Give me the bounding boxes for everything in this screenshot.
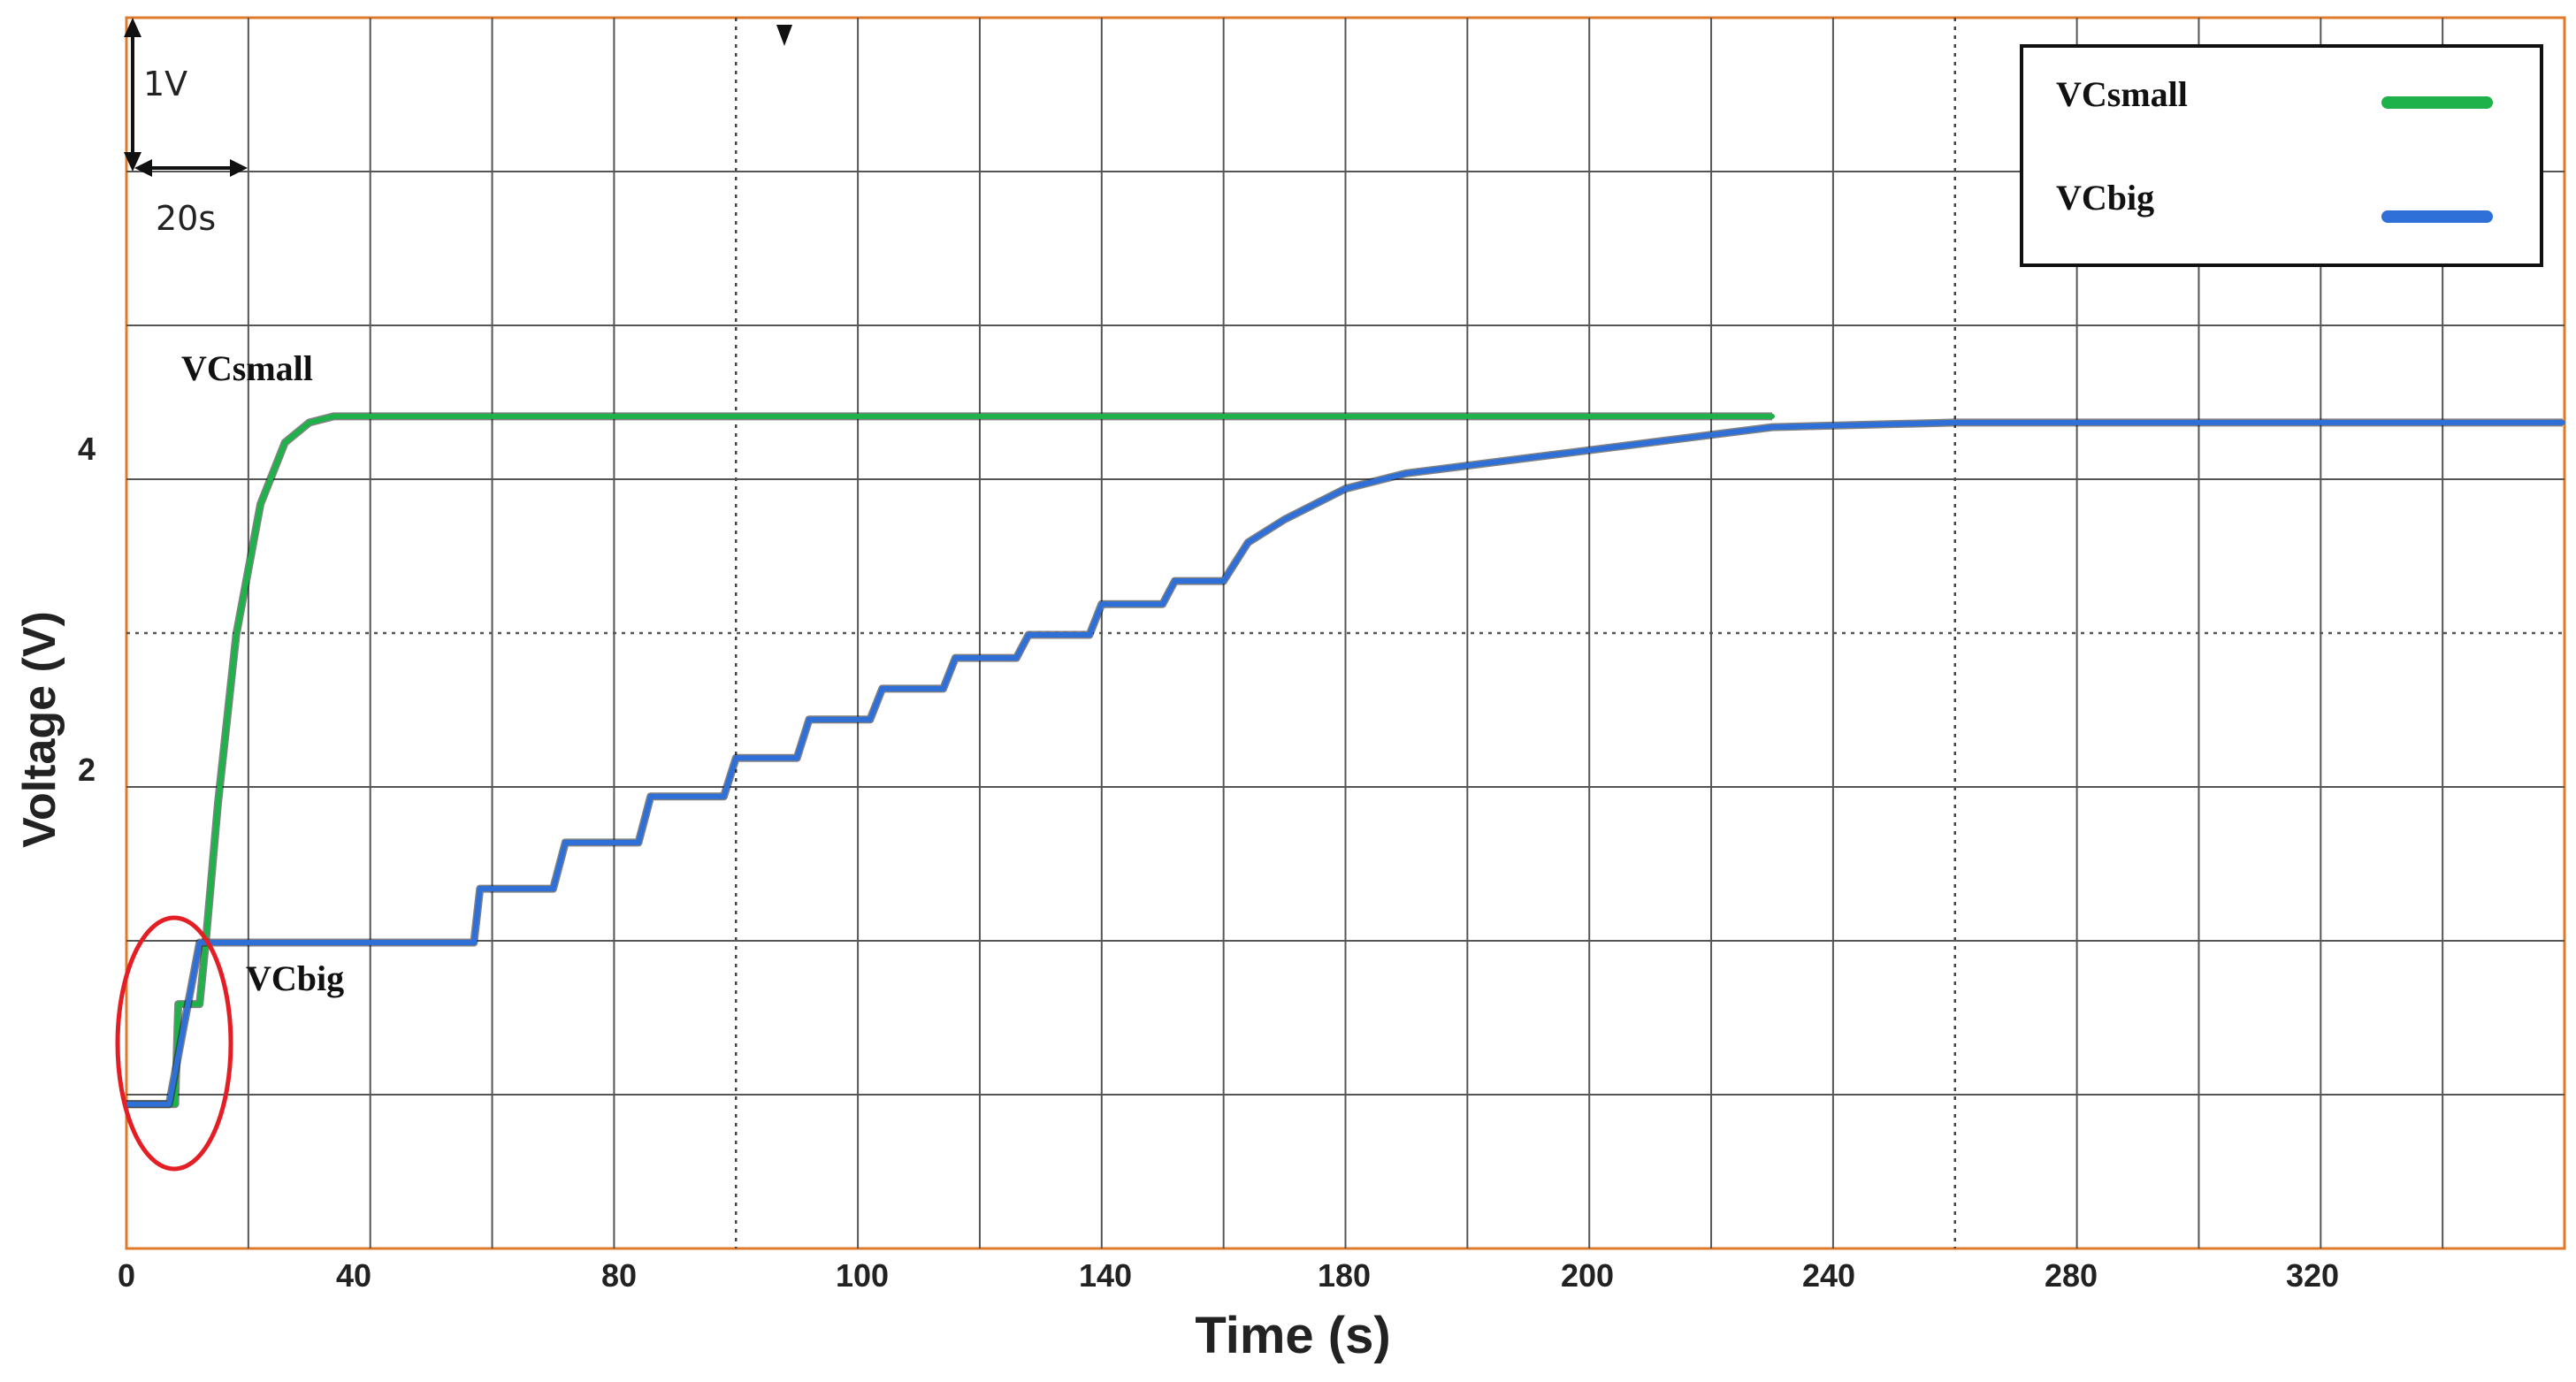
data-point — [1172, 578, 1178, 584]
data-point — [636, 839, 641, 845]
data-point — [175, 1001, 181, 1007]
series-layer — [124, 412, 2565, 1109]
data-point — [331, 413, 337, 419]
voltage-scale-arrow-head-top — [124, 18, 141, 37]
data-point — [647, 793, 654, 799]
x-tick-label: 240 — [1802, 1257, 1855, 1294]
time-scale-arrow-head-left — [134, 159, 152, 177]
data-point — [1098, 601, 1105, 607]
data-point — [1525, 454, 1532, 461]
x-tick-label: 0 — [118, 1257, 135, 1294]
y-tick-label: 2 — [78, 752, 96, 788]
data-point — [477, 886, 483, 892]
highlight-ellipse — [115, 915, 233, 1172]
data-point — [196, 1001, 203, 1007]
y-tick-label: 4 — [78, 431, 96, 467]
data-point — [879, 685, 885, 691]
legend-label-vcbig: VCbig — [2056, 178, 2154, 218]
data-point — [367, 413, 373, 419]
data-point — [1159, 601, 1166, 607]
data-point — [733, 755, 739, 761]
annotation-vcbig: VCbig — [246, 958, 344, 998]
x-axis-label: Time (s) — [1195, 1307, 1390, 1364]
data-point — [611, 413, 617, 419]
data-point — [306, 419, 312, 425]
data-point — [1013, 655, 1020, 661]
data-point — [1647, 439, 1654, 446]
data-point — [196, 940, 203, 945]
time-scale-label: 20s — [156, 199, 216, 238]
data-point — [166, 1101, 172, 1107]
x-tick-label: 100 — [836, 1257, 889, 1294]
data-point — [952, 655, 959, 661]
data-point — [721, 793, 727, 799]
data-point — [257, 501, 264, 508]
data-point — [1586, 413, 1593, 419]
data-point — [1770, 413, 1775, 419]
data-point — [1281, 516, 1288, 523]
time-scale-arrow-head-right — [230, 159, 248, 177]
data-point — [562, 839, 569, 845]
data-point — [806, 716, 812, 722]
data-point — [1342, 485, 1349, 492]
y-axis-label: Voltage (V) — [14, 611, 65, 848]
scale-indicator: 1V 20s — [124, 18, 248, 238]
data-point — [282, 439, 288, 446]
data-point — [172, 1101, 179, 1107]
x-tick-label: 200 — [1561, 1257, 1614, 1294]
annotation-vcsmall: VCsmall — [181, 348, 313, 388]
data-point — [794, 755, 800, 761]
data-point — [867, 716, 873, 722]
x-tick-label: 320 — [2286, 1257, 2339, 1294]
legend: VCsmall VCbig — [2020, 44, 2543, 267]
data-point — [1026, 632, 1032, 638]
trigger-marker — [776, 25, 792, 46]
data-point — [1087, 632, 1092, 638]
legend-box — [2020, 44, 2543, 267]
series-line — [126, 413, 1772, 1107]
voltage-scale-arrow-head-bottom — [124, 152, 141, 172]
data-point — [2560, 419, 2565, 425]
x-tick-label: 280 — [2045, 1257, 2098, 1294]
x-tick-label: 80 — [601, 1257, 637, 1294]
data-point — [1220, 578, 1227, 584]
data-point — [550, 886, 556, 892]
data-point — [940, 685, 946, 691]
data-point — [1403, 470, 1410, 477]
data-point — [855, 413, 861, 419]
x-tick-label: 180 — [1318, 1257, 1371, 1294]
data-point — [1952, 419, 1958, 425]
x-tick-labels: 0 40 80 100 140 180 200 240 280 320 — [118, 1257, 2339, 1294]
data-point — [233, 632, 240, 638]
series-vcbig — [124, 418, 2565, 1109]
data-point — [1098, 413, 1105, 419]
data-point — [215, 801, 221, 807]
x-tick-label: 40 — [336, 1257, 371, 1294]
data-point — [1245, 539, 1251, 546]
x-tick-label: 140 — [1079, 1257, 1132, 1294]
voltage-scale-label: 1V — [143, 65, 187, 103]
data-point — [1770, 424, 1775, 431]
data-point — [1342, 413, 1349, 419]
data-point — [470, 940, 477, 945]
legend-label-vcsmall: VCsmall — [2056, 74, 2188, 114]
